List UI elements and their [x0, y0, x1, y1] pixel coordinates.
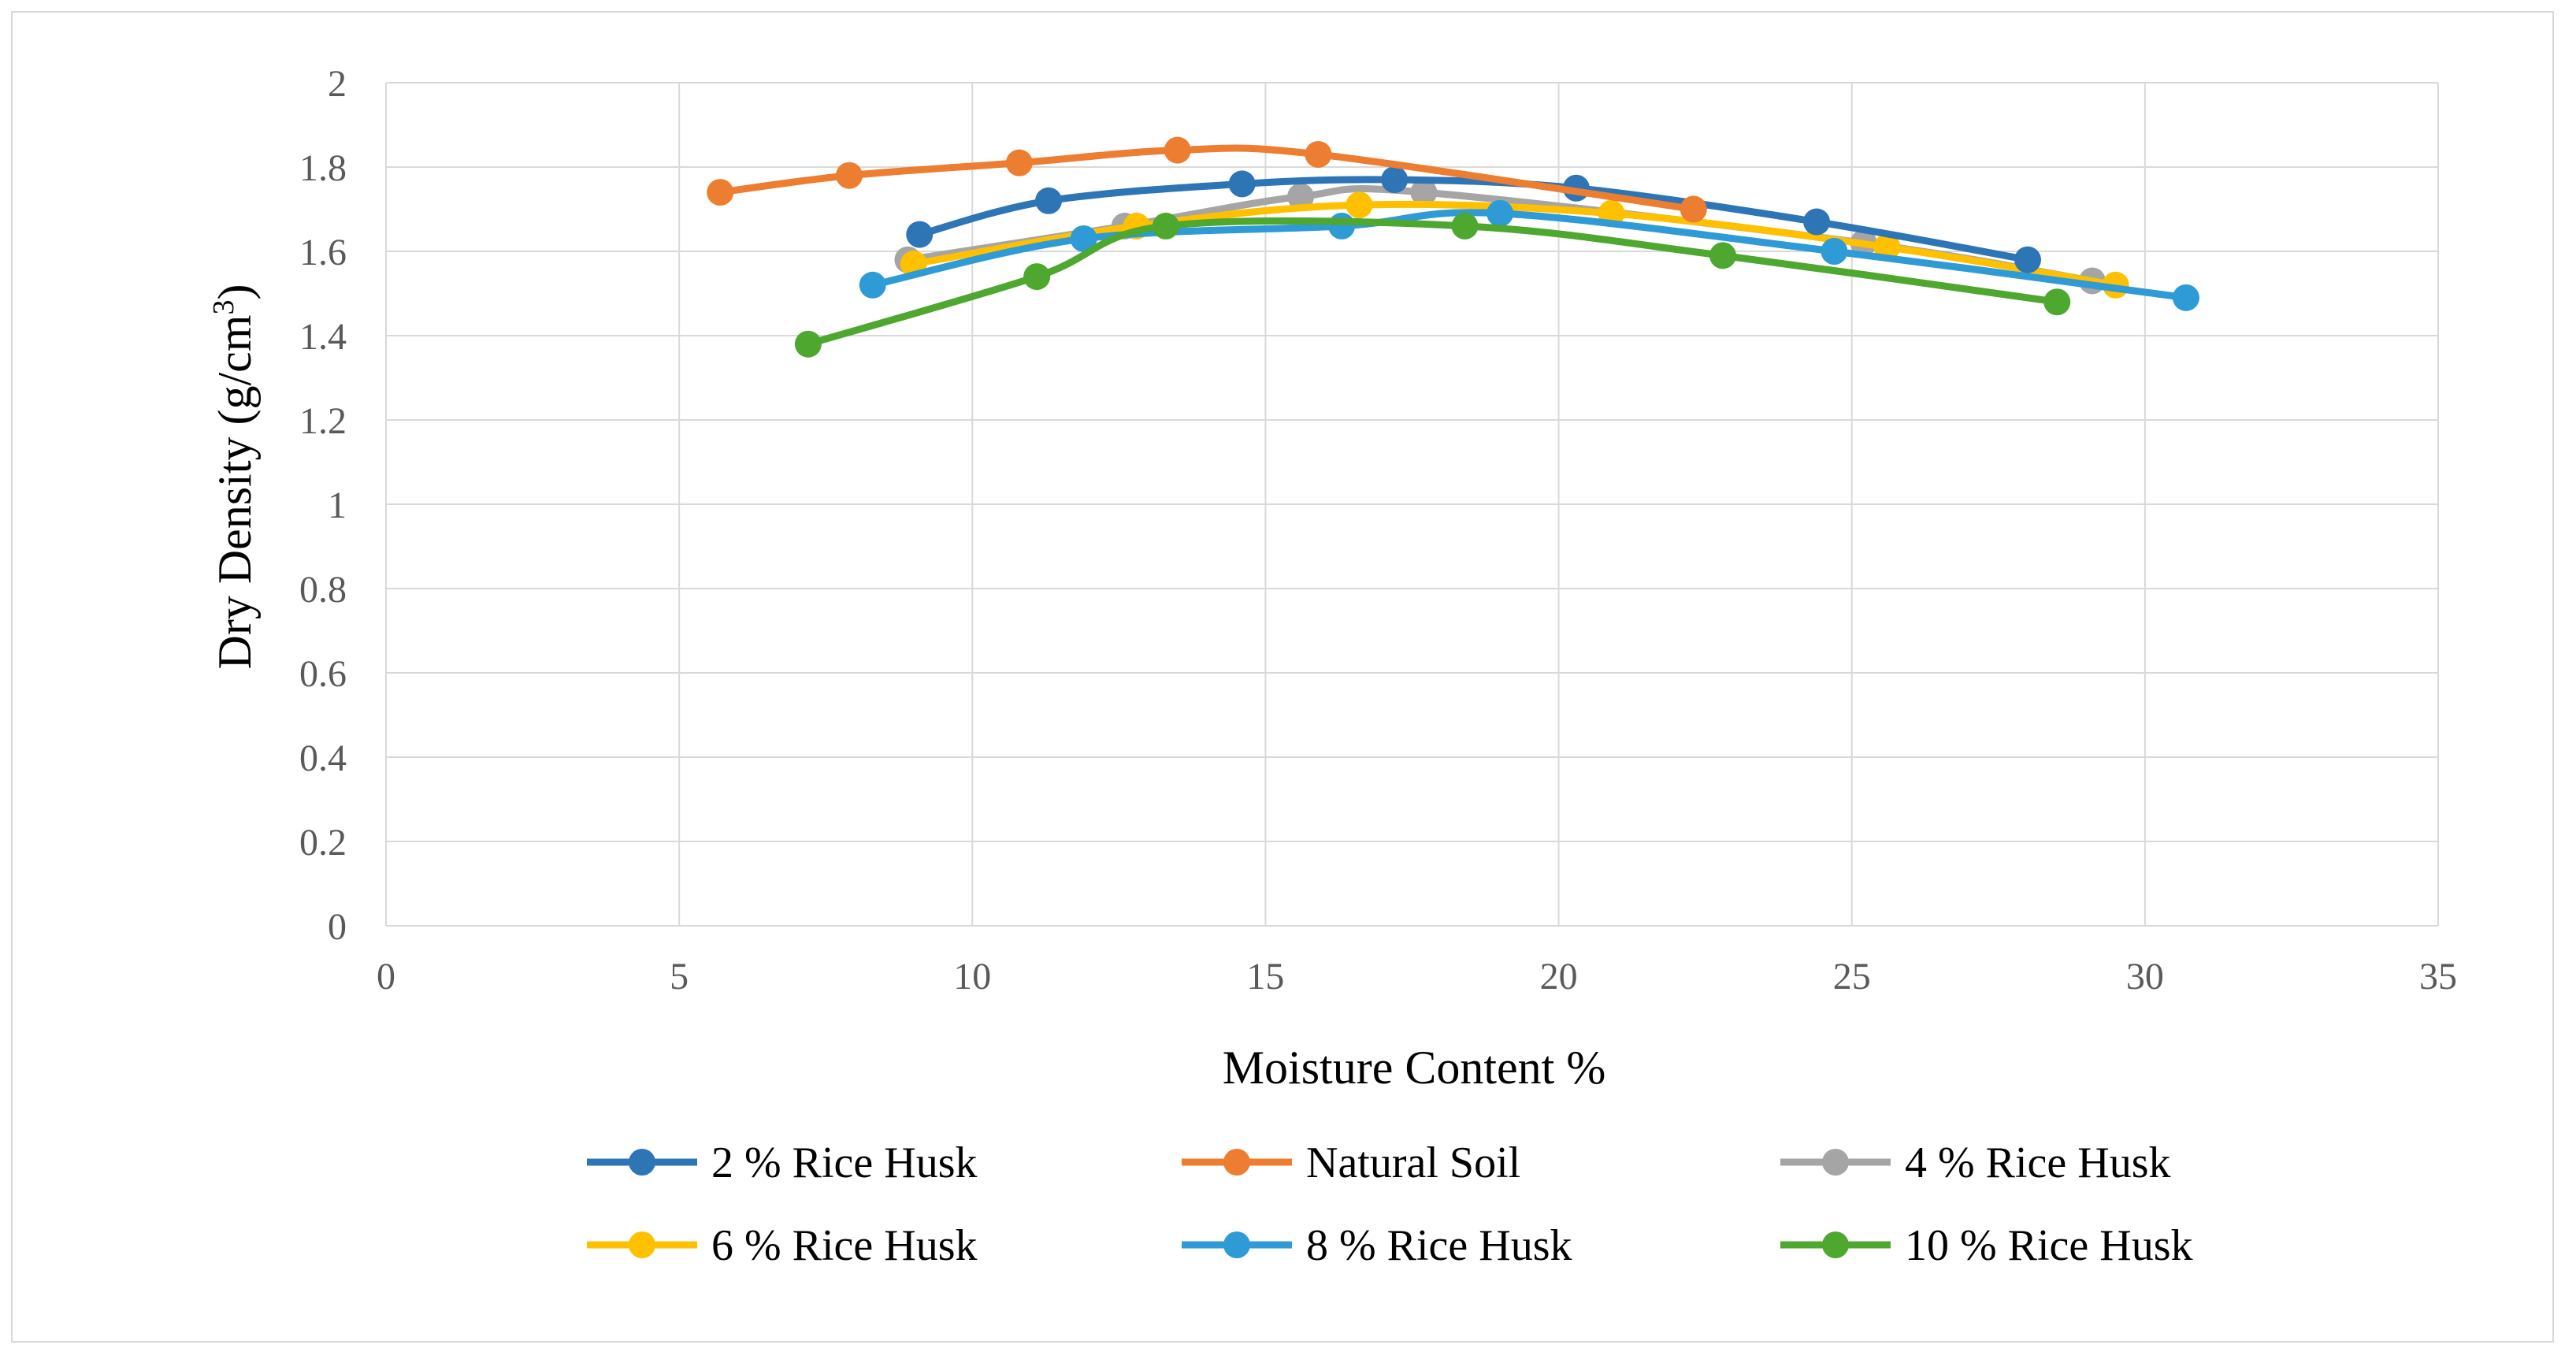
x-tick-label: 30: [2126, 956, 2164, 997]
y-axis-title: Dry Density (g/cm3): [207, 284, 261, 670]
legend-marker: [629, 1149, 655, 1176]
data-point: [2043, 288, 2071, 316]
y-tick-label: 0.4: [299, 737, 347, 779]
data-point: [1709, 242, 1736, 269]
data-point: [794, 330, 822, 358]
data-point: [1005, 149, 1033, 176]
chart-frame: [11, 11, 2554, 1343]
legend-label: 10 % Rice Husk: [1905, 1221, 2193, 1270]
x-tick-label: 25: [1833, 956, 1871, 997]
y-tick-label: 1: [328, 485, 347, 526]
data-point: [2014, 246, 2041, 273]
data-point: [1287, 183, 1315, 210]
series-10-rice-husk: [794, 212, 2071, 358]
data-point: [835, 162, 863, 189]
legend-item: 8 % Rice Husk: [1182, 1221, 1572, 1270]
y-tick-label: 0.2: [299, 822, 347, 864]
data-point: [1803, 208, 1831, 236]
data-point: [1023, 263, 1051, 291]
data-point: [1821, 238, 1848, 265]
y-axis-ticks: 0 0.2 0.4 0.6 0.8 1 1.2 1.4 1.6 1.8 2: [299, 63, 347, 948]
data-point: [859, 271, 886, 299]
y-tick-label: 1.4: [299, 316, 347, 358]
x-axis-ticks: 0 5 10 15 20 25 30 35: [377, 956, 2457, 997]
data-point: [1164, 136, 1191, 164]
legend-marker: [1223, 1231, 1250, 1258]
y-tick-label: 1.6: [299, 232, 347, 273]
legend-item: 4 % Rice Husk: [1780, 1139, 2171, 1187]
y-axis-title-superscript: 3: [207, 300, 240, 315]
x-tick-label: 35: [2419, 956, 2457, 997]
y-tick-label: 1.8: [299, 147, 347, 189]
data-point: [1152, 212, 1179, 240]
legend-label: Natural Soil: [1306, 1139, 1520, 1187]
y-tick-label: 1.2: [299, 400, 347, 442]
series-2-rice-husk: [906, 166, 2041, 273]
data-point: [1228, 170, 1256, 198]
legend-label: 2 % Rice Husk: [711, 1139, 978, 1187]
legend-marker: [1822, 1231, 1849, 1258]
data-point: [1381, 166, 1409, 194]
x-tick-label: 10: [953, 956, 991, 997]
legend-marker: [1822, 1149, 1849, 1176]
legend-marker: [1223, 1149, 1250, 1176]
y-tick-label: 0.8: [299, 569, 347, 611]
legend-item: 10 % Rice Husk: [1780, 1221, 2193, 1270]
legend-item: 6 % Rice Husk: [587, 1221, 978, 1270]
x-tick-label: 20: [1540, 956, 1578, 997]
legend-label: 4 % Rice Husk: [1905, 1139, 2171, 1187]
data-point: [1451, 212, 1479, 240]
y-tick-label: 0: [328, 906, 347, 948]
data-point: [1680, 195, 1707, 223]
data-point: [2172, 284, 2199, 311]
x-tick-label: 15: [1246, 956, 1284, 997]
legend-item: 2 % Rice Husk: [587, 1139, 978, 1187]
y-tick-label: 0.6: [299, 653, 347, 695]
series-layer: [707, 136, 2199, 358]
y-axis-title-close: ): [209, 284, 261, 300]
gridlines: [385, 82, 2439, 927]
legend-item: Natural Soil: [1182, 1139, 1520, 1187]
y-axis-title-main: Dry Density (g/cm: [209, 315, 261, 670]
series-line: [716, 144, 1698, 213]
y-tick-label: 2: [328, 63, 347, 105]
legend-label: 8 % Rice Husk: [1306, 1221, 1572, 1270]
data-point: [1346, 191, 1373, 219]
data-point: [906, 221, 934, 248]
x-tick-label: 0: [377, 956, 395, 997]
legend-marker: [629, 1231, 655, 1258]
legend-label: 6 % Rice Husk: [711, 1221, 978, 1270]
x-tick-label: 5: [670, 956, 689, 997]
data-point: [1070, 225, 1097, 252]
legend: 2 % Rice Husk Natural Soil 4 % Rice Husk 6 …: [587, 1139, 2193, 1270]
data-point: [1487, 199, 1514, 227]
data-point: [707, 179, 734, 206]
data-point: [1305, 140, 1332, 168]
x-axis-title: Moisture Content %: [1223, 1042, 1606, 1094]
data-point: [1035, 187, 1063, 214]
data-point: [1328, 212, 1356, 240]
data-point: [1410, 179, 1438, 206]
series-natural-soil: [707, 136, 1707, 223]
series-line: [804, 217, 2061, 348]
